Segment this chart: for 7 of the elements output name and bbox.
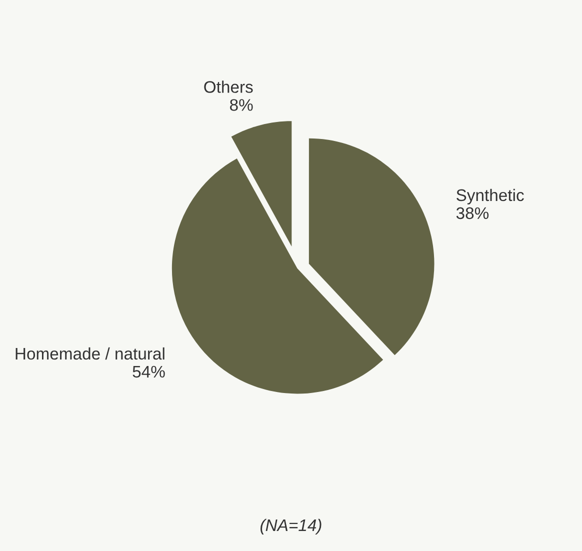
text: (NA=14) [260, 518, 322, 534]
data-label: 38% [456, 207, 489, 220]
slice-label: Synthetic [456, 188, 524, 204]
slice-label: Homemade / natural [16, 347, 164, 360]
slice-label: Others [204, 80, 253, 93]
data-label: 8% [230, 99, 253, 111]
data-label: 54% [132, 366, 165, 378]
